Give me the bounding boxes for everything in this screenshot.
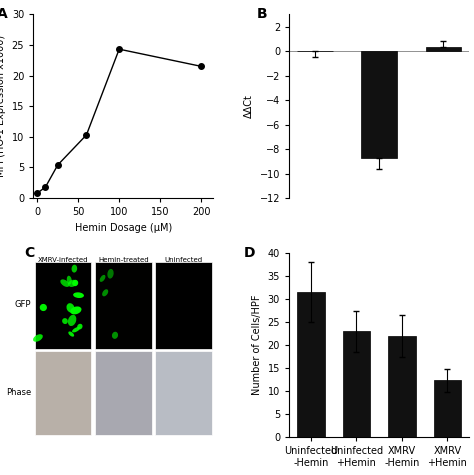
Bar [35, 262, 91, 349]
Bar [95, 351, 152, 435]
Text: Phase: Phase [6, 389, 31, 398]
Ellipse shape [72, 280, 78, 286]
Y-axis label: Number of Cells/HPF: Number of Cells/HPF [252, 295, 262, 395]
Bar [434, 380, 461, 437]
Ellipse shape [73, 292, 84, 298]
Text: D: D [244, 246, 255, 260]
Bar [155, 351, 211, 435]
Text: XMRV-infected: XMRV-infected [38, 257, 89, 263]
Bar [426, 48, 461, 51]
Ellipse shape [62, 318, 68, 324]
Y-axis label: MFI (HO-1 Expression x1000): MFI (HO-1 Expression x1000) [0, 35, 6, 177]
Text: C: C [24, 246, 35, 260]
Text: GFP: GFP [15, 300, 31, 309]
Bar [362, 51, 397, 158]
Ellipse shape [72, 327, 80, 332]
Ellipse shape [107, 269, 114, 279]
Ellipse shape [100, 275, 105, 282]
Ellipse shape [102, 289, 108, 296]
Bar [95, 262, 152, 349]
Ellipse shape [112, 332, 118, 339]
Ellipse shape [77, 324, 82, 330]
Ellipse shape [60, 279, 69, 287]
Ellipse shape [68, 280, 77, 287]
Text: B: B [256, 7, 267, 21]
Ellipse shape [70, 306, 82, 314]
X-axis label: Hemin Dosage (μM): Hemin Dosage (μM) [74, 223, 172, 233]
Ellipse shape [68, 315, 76, 326]
Text: A: A [0, 7, 8, 21]
Y-axis label: ΔΔCt: ΔΔCt [244, 94, 254, 118]
Ellipse shape [72, 265, 77, 273]
Bar [35, 351, 91, 435]
Ellipse shape [68, 332, 74, 337]
Text: Uninfected: Uninfected [164, 257, 202, 263]
Bar [297, 292, 325, 437]
Ellipse shape [40, 304, 47, 311]
Ellipse shape [67, 276, 72, 285]
Text: Hemin-treated
XMRV-infected: Hemin-treated XMRV-infected [98, 257, 148, 270]
Bar [388, 336, 416, 437]
Bar [155, 262, 211, 349]
Bar [343, 332, 370, 437]
Ellipse shape [66, 303, 74, 313]
Ellipse shape [33, 334, 43, 342]
